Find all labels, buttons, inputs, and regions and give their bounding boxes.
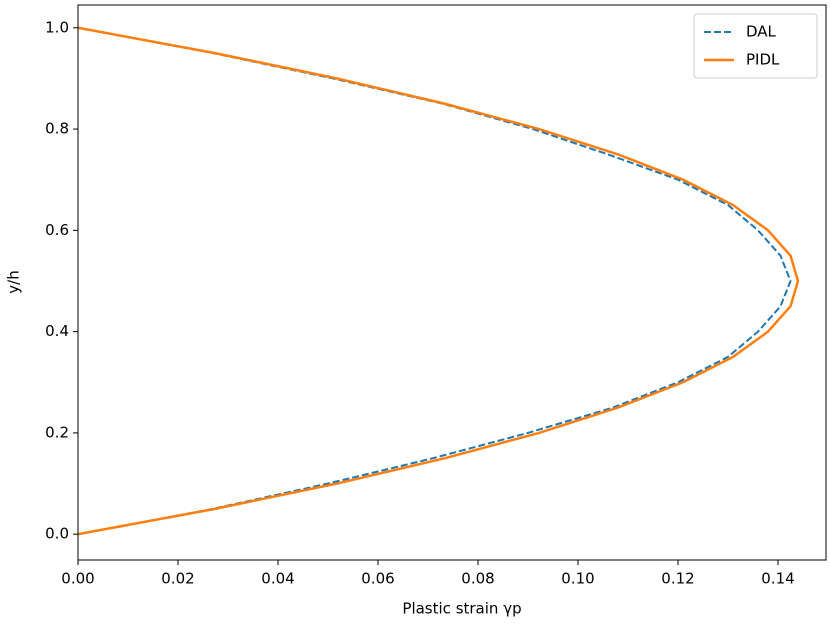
x-tick-label: 0.08 [461,570,494,588]
legend-label: DAL [746,23,777,41]
x-tick-label: 0.04 [261,570,294,588]
plot-frame [77,4,827,561]
y-tick-label: 0.4 [45,322,69,340]
x-tick-label: 0.10 [561,570,594,588]
x-tick-label: 0.12 [661,570,694,588]
data-line [77,26,792,536]
y-tick-label: 1.0 [45,18,69,36]
legend-label: PIDL [746,51,780,69]
y-axis-label: y/h [5,270,23,293]
x-tick-label: 0.02 [161,570,194,588]
x-tick-label: 0.00 [61,570,94,588]
legend-box [693,13,818,79]
x-tick-label: 0.14 [761,570,794,588]
y-tick-label: 0.8 [45,120,69,138]
x-axis-label: Plastic strain γp [402,600,521,618]
y-tick-label: 0.2 [45,423,69,441]
y-tick-label: 0.0 [45,525,69,543]
data-line [77,26,800,536]
y-tick-label: 0.6 [45,221,69,239]
x-tick-label: 0.06 [361,570,394,588]
